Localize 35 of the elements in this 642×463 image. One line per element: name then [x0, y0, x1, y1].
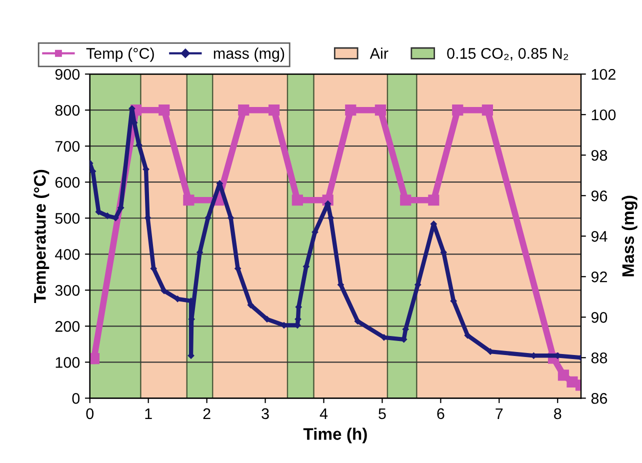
y-tick-label: 500 [55, 212, 80, 224]
y-axis-title: Temperature (°C) [34, 170, 50, 304]
y2-tick-label: 90 [591, 312, 608, 323]
y-tick-label: 300 [55, 285, 80, 296]
x-tick-label: 0 [86, 408, 94, 420]
legend-label: 0.15 CO₂, 0.85 N₂ [447, 48, 568, 61]
x-tick-label: 4 [320, 408, 328, 419]
y2-tick-label: 100 [592, 109, 616, 120]
y-tick-label: 200 [55, 321, 80, 332]
x-tick-label: 3 [262, 408, 269, 420]
y-tick-label: 400 [55, 249, 80, 260]
y2-tick-label: 86 [591, 393, 608, 404]
x-tick-label: 6 [437, 408, 444, 420]
y-tick-label: 100 [56, 357, 80, 368]
x-tick-label: 2 [203, 408, 210, 419]
y2-tick-label: 92 [591, 272, 607, 282]
y-tick-label: 800 [55, 104, 80, 116]
legend-label: Temp (°C) [86, 48, 154, 62]
y2-tick-label: 94 [591, 231, 608, 242]
y2-tick-label: 96 [591, 190, 608, 202]
x-tick-label: 5 [378, 408, 386, 420]
x-tick-label: 1 [145, 408, 152, 419]
y-tick-label: 0 [72, 393, 80, 404]
band-label: Air [370, 48, 388, 59]
y2-tick-label: 102 [592, 68, 616, 80]
y-tick-label: 700 [55, 140, 80, 152]
x-tick-label: 8 [554, 408, 562, 420]
y-tick-label: 600 [55, 176, 80, 188]
x-tick-label: 7 [496, 408, 503, 419]
x-axis-title: Time (h) [303, 428, 367, 444]
y-tick-label: 900 [55, 68, 80, 80]
legend-label: mass (mg) [214, 48, 284, 62]
y2-axis-title: Mass (mg) [622, 196, 638, 276]
y2-tick-label: 88 [591, 352, 608, 364]
y2-tick-label: 98 [591, 150, 608, 161]
